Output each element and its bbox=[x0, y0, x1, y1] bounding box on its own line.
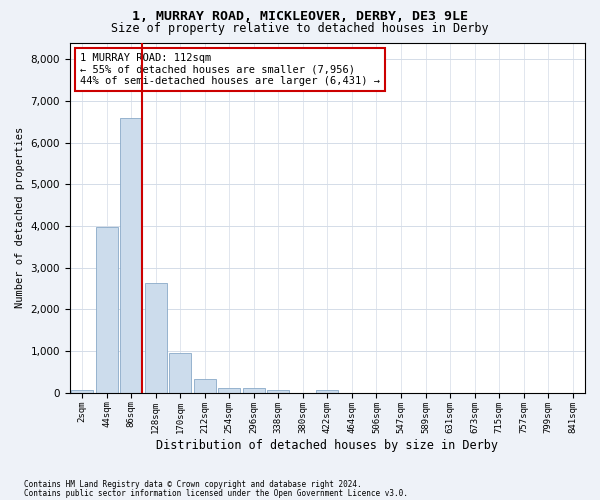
Text: 1, MURRAY ROAD, MICKLEOVER, DERBY, DE3 9LE: 1, MURRAY ROAD, MICKLEOVER, DERBY, DE3 9… bbox=[132, 10, 468, 23]
Y-axis label: Number of detached properties: Number of detached properties bbox=[15, 127, 25, 308]
Bar bbox=[120, 118, 142, 392]
Text: Contains HM Land Registry data © Crown copyright and database right 2024.: Contains HM Land Registry data © Crown c… bbox=[24, 480, 362, 489]
Bar bbox=[95, 227, 118, 392]
Text: 1 MURRAY ROAD: 112sqm
← 55% of detached houses are smaller (7,956)
44% of semi-d: 1 MURRAY ROAD: 112sqm ← 55% of detached … bbox=[80, 53, 380, 86]
Bar bbox=[243, 388, 265, 392]
Bar bbox=[169, 352, 191, 393]
Bar bbox=[71, 390, 93, 392]
Bar bbox=[145, 284, 167, 393]
Bar bbox=[267, 390, 289, 392]
Bar bbox=[194, 380, 216, 392]
Text: Contains public sector information licensed under the Open Government Licence v3: Contains public sector information licen… bbox=[24, 488, 408, 498]
Text: Size of property relative to detached houses in Derby: Size of property relative to detached ho… bbox=[111, 22, 489, 35]
X-axis label: Distribution of detached houses by size in Derby: Distribution of detached houses by size … bbox=[157, 440, 499, 452]
Bar bbox=[218, 388, 240, 392]
Bar bbox=[316, 390, 338, 392]
